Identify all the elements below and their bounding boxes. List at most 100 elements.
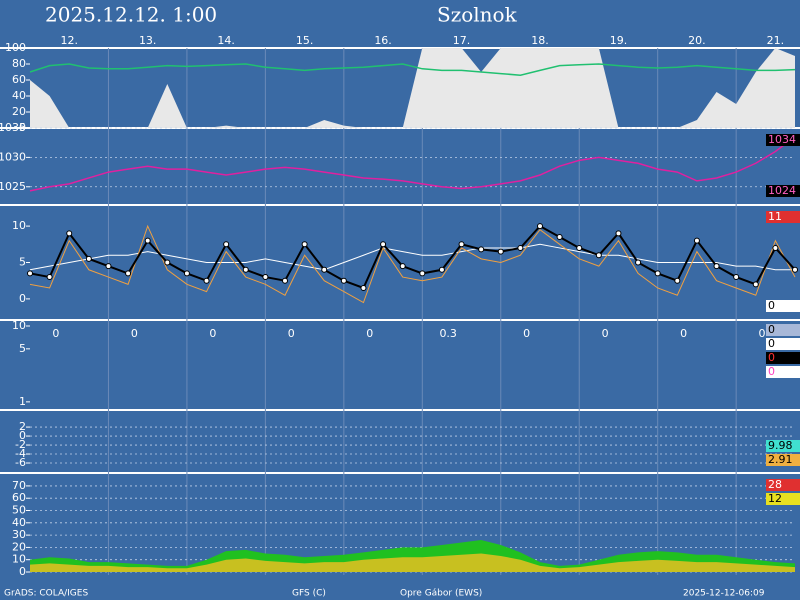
daily-total: 0 [680, 327, 687, 340]
y-tick-label: -4 [15, 447, 26, 460]
side-label: 0 [768, 351, 775, 364]
area [30, 553, 795, 572]
point [733, 274, 740, 281]
side-label-box [766, 300, 800, 312]
y-tick-label: 1030 [0, 150, 26, 163]
point [556, 234, 563, 241]
point [713, 263, 720, 270]
point [537, 223, 543, 230]
point [105, 263, 112, 270]
footer: GrADS: COLA/IGES [4, 589, 88, 599]
side-label: 12 [768, 492, 782, 505]
point [321, 266, 328, 273]
point [27, 270, 33, 277]
location: Szolnok [437, 3, 518, 27]
footer: 2025-12-12-06:09 [683, 589, 765, 599]
point [478, 246, 485, 253]
point [144, 237, 151, 244]
point [282, 277, 288, 284]
side-label: 2.91 [768, 453, 793, 466]
day-label: 14. [217, 34, 235, 47]
point [125, 270, 132, 277]
day-label: 12. [60, 34, 78, 47]
side-label: 1034 [768, 133, 796, 146]
area [30, 48, 795, 128]
y-tick-label: 10 [12, 219, 26, 232]
y-tick-label: -6 [15, 456, 26, 469]
point [635, 259, 642, 266]
y-tick-label: 50 [12, 504, 26, 517]
y-tick-label: 0 [19, 429, 26, 442]
y-tick-label: 1 [19, 395, 26, 408]
y-tick-label: 0 [19, 565, 26, 578]
side-label-box [766, 324, 800, 336]
y-tick-label: 60 [12, 491, 26, 504]
point [595, 252, 602, 259]
y-tick-label: 5 [19, 256, 26, 269]
y-tick-label: 20 [12, 540, 26, 553]
daily-total: 0 [52, 327, 59, 340]
y-tick-label: 20 [12, 105, 26, 118]
point [85, 255, 92, 262]
daily-total: 0 [131, 327, 138, 340]
line [29, 243, 795, 271]
daily-total: 0 [523, 327, 530, 340]
point [164, 259, 171, 266]
side-label-box [766, 211, 800, 223]
point [576, 244, 583, 251]
y-tick-label: 2 [19, 420, 26, 433]
side-label: 1024 [768, 184, 796, 197]
point [693, 237, 700, 244]
point [301, 241, 308, 248]
daily-total: 0 [602, 327, 609, 340]
daily-total: 0 [288, 327, 295, 340]
point [399, 263, 406, 270]
point [458, 241, 465, 248]
y-tick-label: 1035 [0, 121, 26, 134]
day-label: 20. [688, 34, 706, 47]
side-label-box [766, 493, 800, 505]
side-label-box [766, 352, 800, 364]
line [29, 224, 796, 290]
point [674, 277, 681, 284]
y-tick-label: 80 [12, 57, 26, 70]
y-tick-label: 5 [19, 342, 26, 355]
line [29, 136, 796, 192]
y-tick-label: 100 [5, 41, 26, 54]
day-label: 16. [374, 34, 392, 47]
footer: Opre Gábor (EWS) [400, 589, 482, 599]
side-label-box [766, 134, 800, 146]
day-label: 18. [531, 34, 549, 47]
point [792, 266, 798, 273]
daily-total: 0 [209, 327, 216, 340]
y-tick-label: 0 [19, 292, 26, 305]
point [242, 266, 249, 273]
point [517, 244, 524, 251]
daily-total: 0 [366, 327, 373, 340]
side-label-box [766, 338, 800, 350]
side-label-box [766, 479, 800, 491]
point [497, 248, 504, 255]
side-label-box [766, 440, 800, 452]
y-tick-label: 0 [19, 121, 26, 134]
day-label: 21. [767, 34, 785, 47]
y-tick-label: 10 [12, 319, 26, 332]
side-label: 0 [768, 323, 775, 336]
day-label: 19. [610, 34, 628, 47]
point [419, 270, 426, 277]
point [752, 281, 759, 288]
y-tick-label: 40 [12, 89, 26, 102]
point [183, 270, 190, 277]
y-tick-label: 1025 [0, 180, 26, 193]
y-tick-label: 40 [12, 516, 26, 529]
point [340, 277, 347, 284]
y-tick-label: 30 [12, 528, 26, 541]
line [29, 224, 796, 304]
point [203, 277, 210, 284]
point [615, 230, 622, 237]
y-tick-label: -2 [15, 438, 26, 451]
side-label: 11 [768, 210, 782, 223]
side-label: 28 [768, 478, 782, 491]
